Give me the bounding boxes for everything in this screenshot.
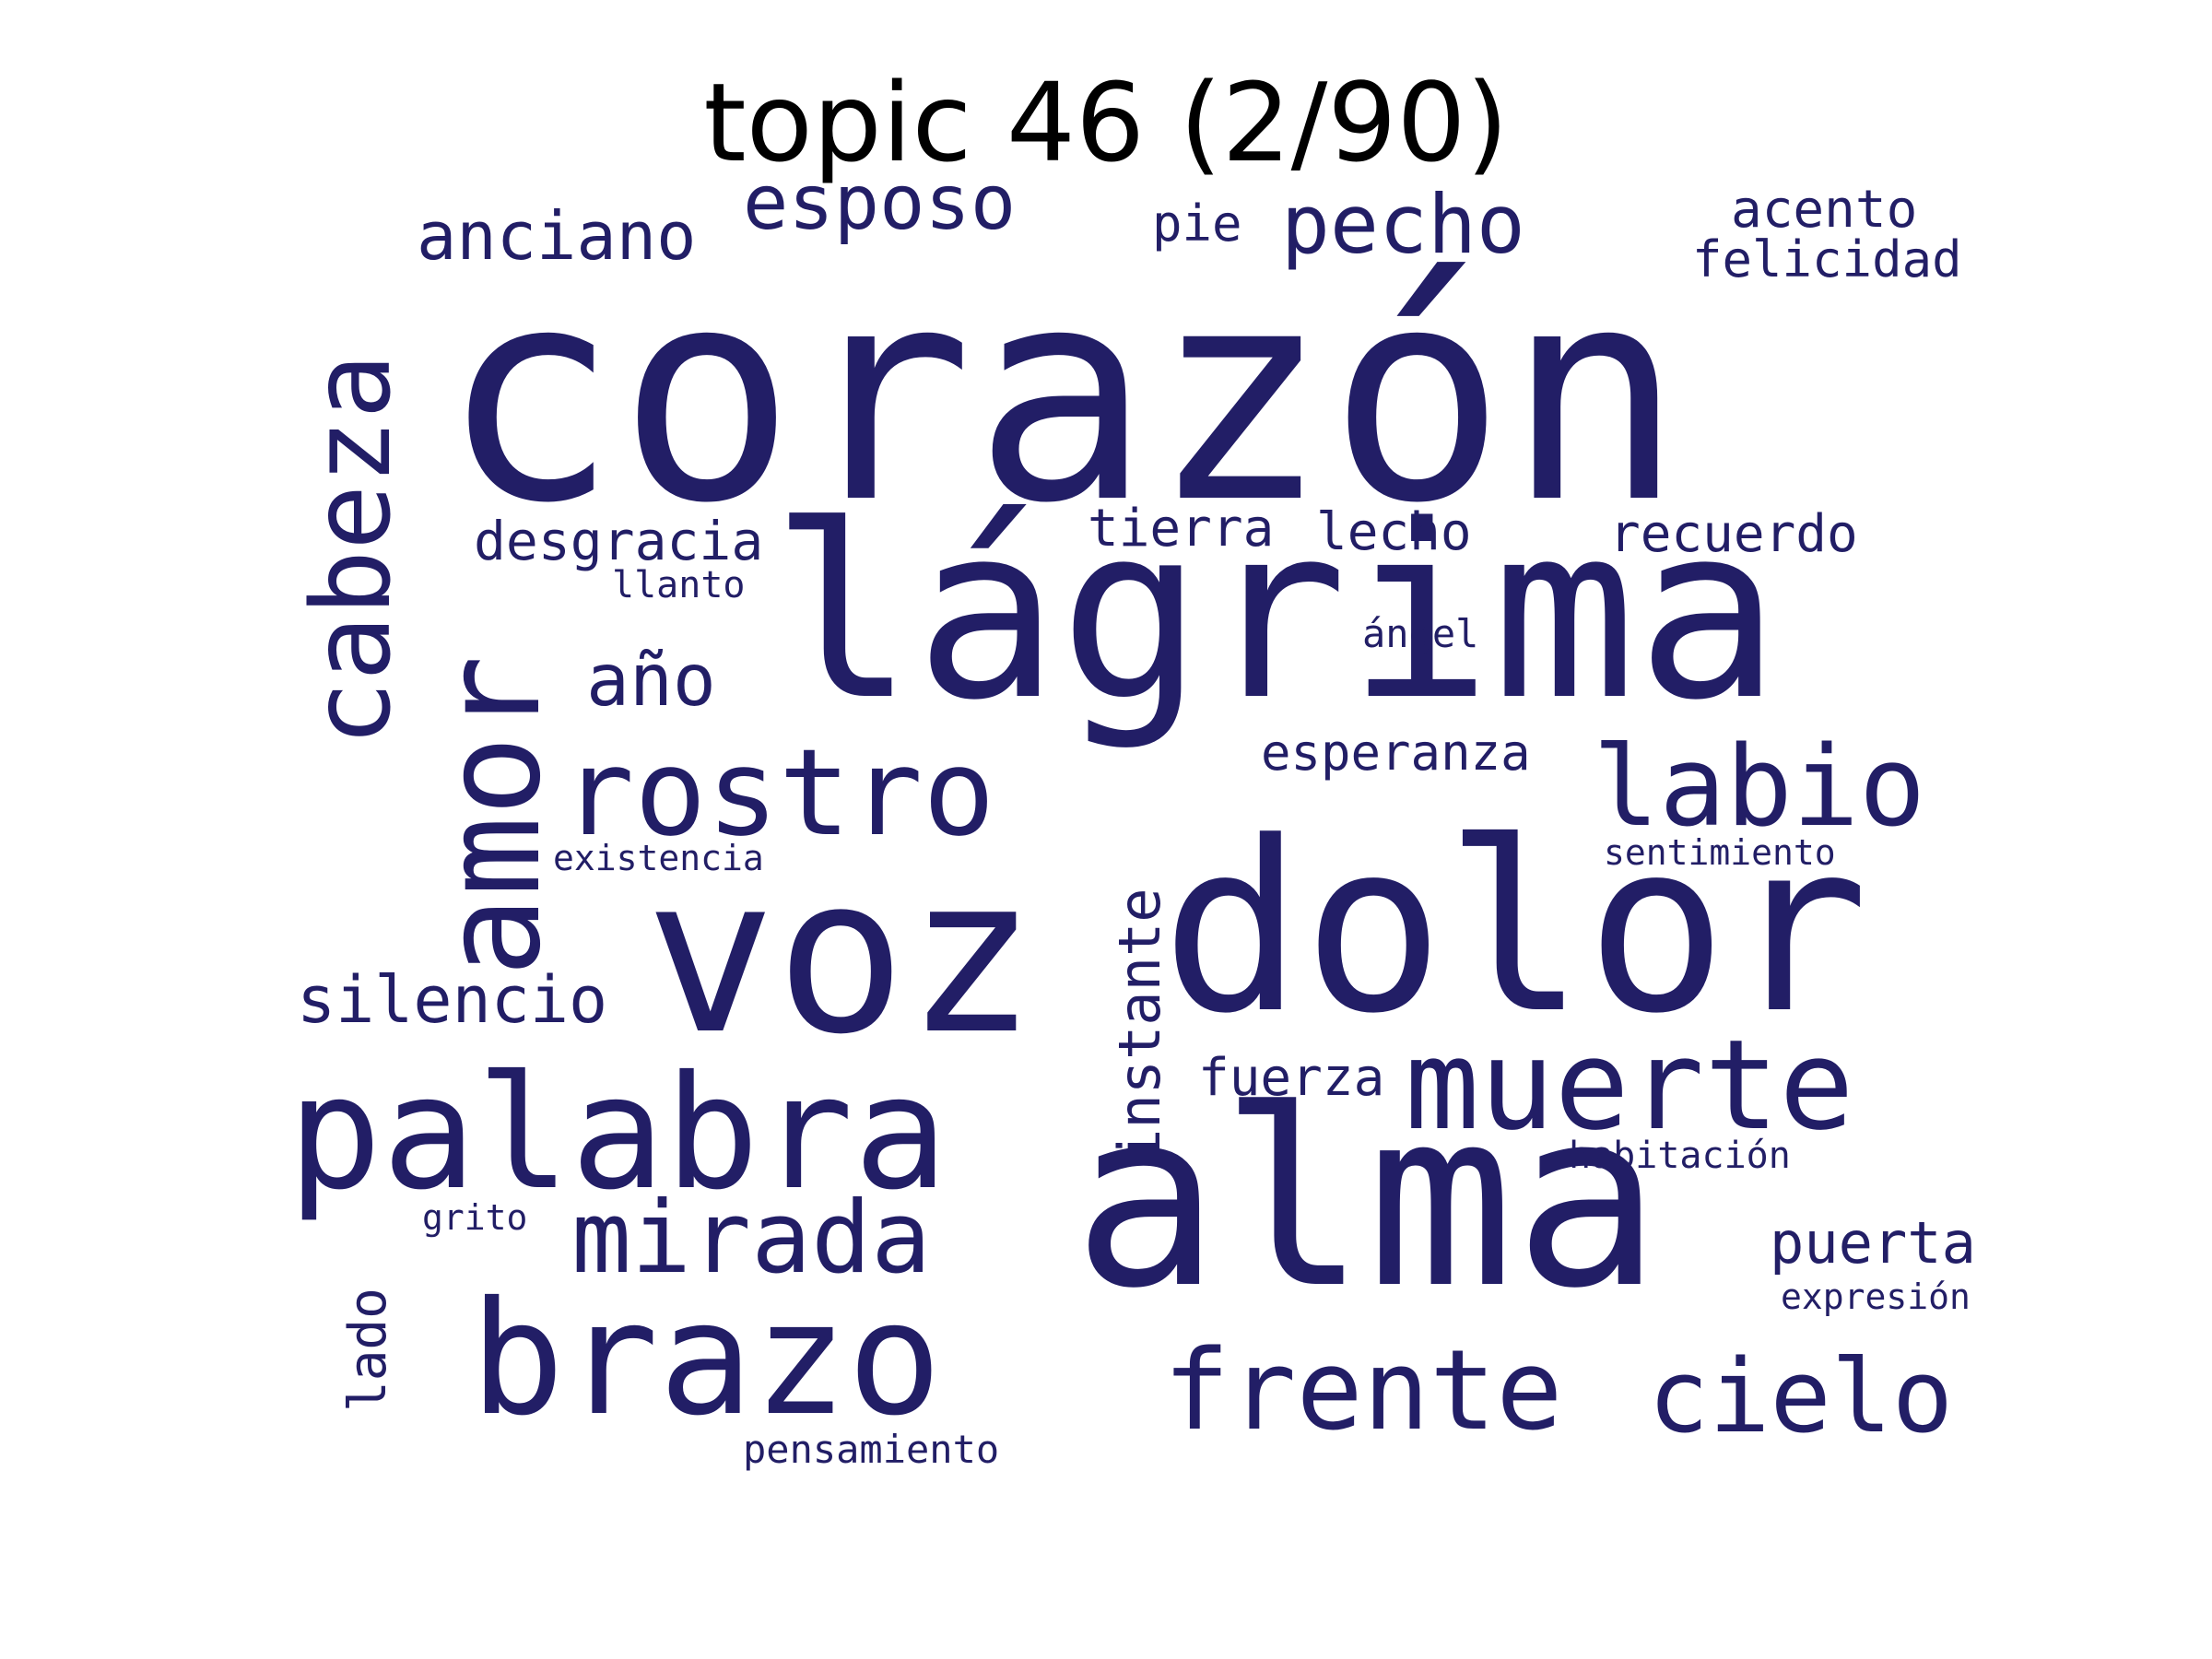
word-puerta: puerta	[1770, 1209, 1976, 1277]
word-expresion: expresión	[1781, 1277, 1971, 1317]
word-angel: ángel	[1362, 611, 1479, 656]
word-amor: amor	[415, 654, 571, 977]
word-llanto: llanto	[612, 564, 746, 606]
word-cabeza: cabeza	[288, 353, 415, 747]
word-felicidad: felicidad	[1692, 230, 1962, 288]
word-tierra: tierra	[1088, 499, 1275, 559]
word-pecho: pecho	[1281, 177, 1525, 272]
word-acento: acento	[1731, 180, 1918, 240]
word-recuerdo: recuerdo	[1609, 504, 1858, 564]
word-brazo: brazo	[470, 1268, 942, 1451]
word-anciano: anciano	[417, 197, 697, 275]
word-alma: alma	[1073, 1058, 1662, 1342]
word-corazon: corazón	[441, 225, 1684, 568]
word-grito: grito	[422, 1197, 528, 1238]
word-palabra: palabra	[288, 1042, 948, 1225]
word-silencio: silencio	[297, 962, 608, 1038]
word-rostro: rostro	[562, 723, 995, 863]
word-esperanza: esperanza	[1261, 724, 1531, 782]
word-ano: año	[586, 640, 716, 723]
word-pensamiento: pensamiento	[743, 1427, 1000, 1472]
word-lagrima: lágrima	[771, 475, 1781, 753]
word-lecho: lecho	[1316, 502, 1472, 562]
word-existencia: existencia	[553, 838, 764, 878]
word-voz: voz	[645, 830, 1037, 1082]
word-pie: pie	[1152, 194, 1242, 253]
word-instante: instante	[1106, 888, 1173, 1163]
word-sentimiento: sentimiento	[1604, 832, 1836, 873]
word-habitacion: habitación	[1569, 1135, 1791, 1177]
word-mirada: mirada	[571, 1181, 932, 1296]
word-dolor: dolor	[1161, 792, 1869, 1065]
word-muerte: muerte	[1405, 1013, 1854, 1158]
word-lado: lado	[338, 1288, 398, 1412]
word-esposo: esposo	[743, 159, 1017, 247]
word-labio: labio	[1593, 724, 1926, 852]
word-cielo: cielo	[1648, 1337, 1954, 1455]
word-frente: frente	[1163, 1327, 1563, 1455]
word-desgracia: desgracia	[474, 510, 764, 572]
word-fuerza: fuerza	[1198, 1048, 1385, 1108]
chart-title: topic 46 (2/90)	[703, 59, 1509, 186]
